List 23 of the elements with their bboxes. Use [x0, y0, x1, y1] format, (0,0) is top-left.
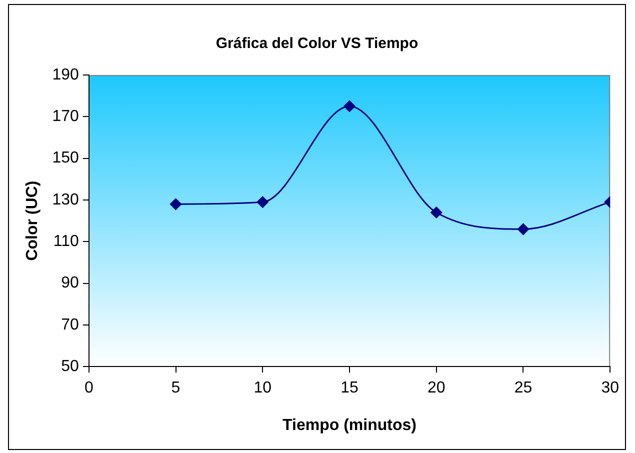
point: [256, 196, 268, 208]
x-tick-label: 15: [340, 380, 358, 397]
point: [430, 206, 442, 218]
y-tick-label: 110: [53, 233, 79, 250]
x-tick-label: 25: [514, 380, 532, 397]
y-tick-label: 170: [52, 108, 79, 126]
x-axis-title: Tiempo (minutos): [282, 416, 416, 434]
chart-title: Gráfica del Color VS Tiempo: [216, 35, 418, 52]
x-tick-label: 5: [171, 380, 180, 397]
y-tick-label: 130: [52, 191, 79, 208]
point: [517, 223, 529, 235]
y-tick-label: 90: [61, 274, 79, 292]
y-tick-label: 150: [52, 150, 79, 167]
x-tick-label: 30: [601, 380, 620, 397]
point: [344, 100, 356, 112]
y-axis-title: Color (UC): [24, 180, 42, 261]
y-tick-label: 70: [61, 316, 79, 334]
x-tick-label: 20: [427, 380, 446, 397]
point: [170, 198, 182, 210]
y-tick-label: 50: [61, 358, 79, 376]
x-tick-label: 10: [254, 380, 272, 397]
x-tick-label: 0: [84, 380, 94, 397]
y-tick-label: 190: [52, 66, 79, 84]
